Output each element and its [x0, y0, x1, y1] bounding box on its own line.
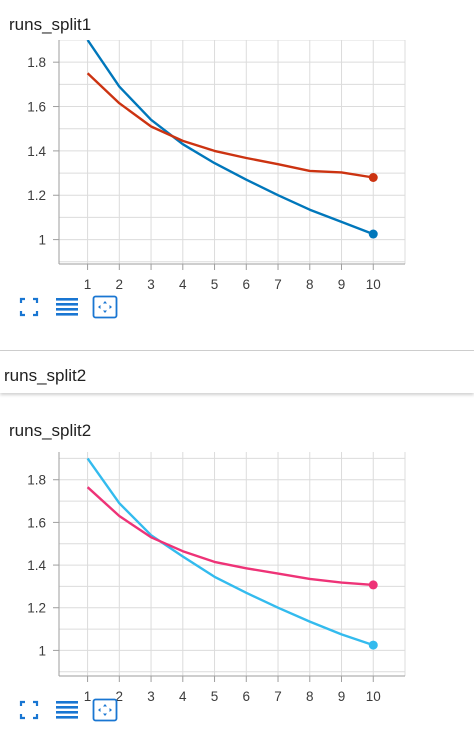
expand-card-button[interactable]: [92, 294, 118, 320]
x-tick-label: 3: [147, 277, 155, 290]
toggle-log-scale-icon: [56, 298, 78, 316]
y-tick-label: 1.6: [27, 515, 46, 530]
x-tick-label: 9: [338, 689, 346, 702]
y-tick-label: 1.8: [27, 55, 46, 70]
run-group-header[interactable]: runs_split2: [0, 351, 474, 393]
y-tick-label: 1.6: [27, 100, 46, 115]
x-tick-label: 5: [211, 689, 219, 702]
x-tick-label: 4: [179, 689, 187, 702]
x-tick-label: 2: [116, 277, 124, 290]
line-chart-plot[interactable]: 1 1.2 1.4 1.6 1.8 1 2 3 4 5 6 7 8 9 10: [0, 40, 474, 290]
expand-card-icon: [92, 698, 118, 722]
y-tick-label: 1: [38, 233, 46, 248]
expand-card-icon: [92, 295, 118, 319]
series-end-point-2[interactable]: [368, 173, 378, 183]
x-tick-label: 10: [366, 277, 381, 290]
x-tick-label: 2: [116, 689, 124, 702]
series-end-point-2[interactable]: [368, 580, 378, 590]
series-end-point-1[interactable]: [368, 640, 378, 650]
fit-domain-button[interactable]: [16, 697, 42, 723]
y-tick-label: 1: [38, 643, 46, 658]
fit-domain-button[interactable]: [16, 294, 42, 320]
fit-domain-icon: [19, 297, 39, 317]
section-divider: [0, 350, 474, 351]
grid: [59, 452, 406, 676]
x-tick-label: 7: [274, 689, 282, 702]
series-line-2: [86, 486, 374, 587]
run-group-title: runs_split2: [4, 366, 87, 385]
x-tick-label: 1: [84, 689, 92, 702]
toggle-log-scale-button[interactable]: [54, 294, 80, 320]
x-tick-label: 8: [306, 277, 314, 290]
chart-card-2: runs_split2 1 1.2 1.4 1.6 1.8 1 2 3 4 5 6 7 8 9 10: [0, 404, 474, 735]
series-line-1: [86, 40, 374, 236]
x-tick-label: 7: [274, 277, 282, 290]
chart-title: runs_split2: [9, 421, 92, 440]
x-tick-label: 1: [84, 277, 92, 290]
line-chart-plot[interactable]: 1 1.2 1.4 1.6 1.8 1 2 3 4 5 6 7 8 9 10: [0, 452, 474, 702]
x-tick-label: 5: [211, 277, 219, 290]
y-tick-label: 1.4: [27, 558, 46, 573]
y-tick-label: 1.2: [27, 601, 46, 616]
chart-title: runs_split1: [9, 15, 92, 34]
x-tick-label: 6: [243, 277, 251, 290]
chart-card-1: runs_split1 1 1.2 1.4 1.6 1.8 1 2 3 4 5 6 7 8 9 10: [0, 0, 474, 350]
x-tick-label: 4: [179, 277, 187, 290]
x-tick-label: 6: [243, 689, 251, 702]
y-tick-label: 1.8: [27, 473, 46, 488]
x-tick-label: 3: [147, 689, 155, 702]
x-tick-label: 9: [338, 277, 346, 290]
toggle-log-scale-icon: [56, 701, 78, 719]
series-end-point-1[interactable]: [368, 229, 378, 239]
x-tick-label: 8: [306, 689, 314, 702]
toggle-log-scale-button[interactable]: [54, 697, 80, 723]
y-tick-label: 1.2: [27, 188, 46, 203]
x-tick-label: 10: [366, 689, 381, 702]
expand-card-button[interactable]: [92, 697, 118, 723]
fit-domain-icon: [19, 700, 39, 720]
series-line-1: [86, 457, 374, 647]
y-tick-label: 1.4: [27, 144, 46, 159]
series-line-2: [86, 72, 374, 179]
